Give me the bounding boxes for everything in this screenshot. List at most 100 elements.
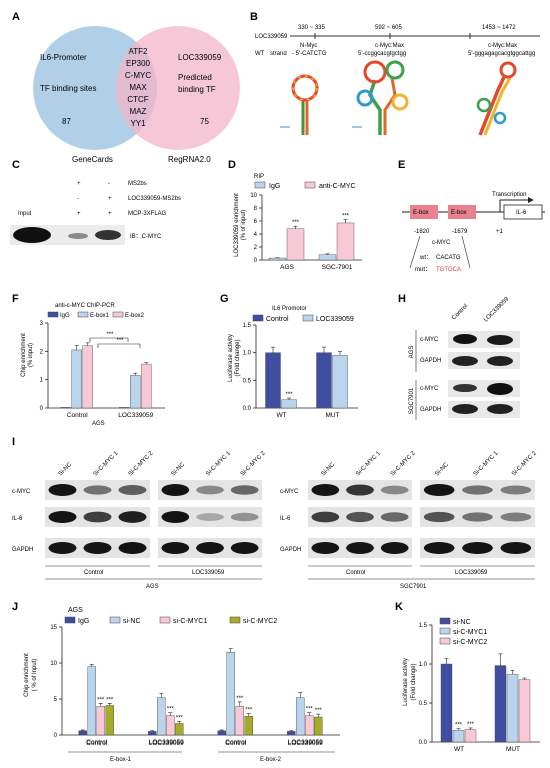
y-tick-label: 1.0 (243, 351, 252, 357)
significance-bracket (89, 337, 129, 342)
significance-label: *** (97, 697, 105, 703)
blot-i-band (462, 512, 493, 522)
blot-i-cell-label: AGS (146, 584, 159, 590)
chart-f-legend-label: E-box1 (90, 313, 110, 319)
bar (148, 731, 157, 736)
bar (464, 729, 477, 743)
blot-h-band (452, 356, 478, 366)
venn-right-title-1: LOC339059 (178, 53, 222, 62)
blot-i-row-label: IL-6 (280, 516, 291, 522)
panel-label-i: I (12, 436, 15, 448)
chart-d: RIP IgG anti-C-MYC LOC339059 enrichment … (234, 174, 362, 271)
blot-i-row-label: GAPDH (280, 547, 301, 553)
bar (332, 355, 348, 409)
motif-site-seq: 5'-ccggcacgtgctgg (358, 51, 406, 57)
blot-i-band (230, 542, 259, 554)
venn-right-title-2: Predicted (178, 73, 212, 82)
y-tick-label: 0 (40, 406, 44, 412)
blot-i-row-label: IL-6 (12, 516, 23, 522)
promoter-position: +1 (496, 229, 504, 235)
significance-bracket (97, 343, 141, 348)
blot-i-group-label: Control (346, 570, 365, 576)
chart-j-group-label: E-box-1 (110, 757, 132, 763)
blot-i-band (161, 542, 190, 554)
chart-d-legend-swatch (304, 181, 316, 189)
il6-gene-box (503, 204, 543, 220)
panel-label-k: K (395, 601, 403, 613)
chart-j: AGS IgG si-NC si-C-MYC1 si-C-MYC2 Chip e… (24, 607, 340, 763)
ebox-2 (448, 205, 476, 219)
panel-label-g: G (220, 293, 229, 305)
significance-label: *** (106, 697, 114, 703)
venn-overlap-list: ATF2 EP300 C-MYC MAX CTCF MAZ YY1 (125, 47, 151, 128)
bar (96, 706, 105, 736)
blot-h-band (452, 404, 478, 414)
blot-i-band (230, 512, 259, 522)
chart-j-legend-swatch (64, 616, 76, 624)
chart-f-title: anti-c-MYC ChIP-PCR (55, 303, 115, 309)
significance-label: *** (167, 707, 175, 713)
blot-i-band (346, 542, 374, 554)
blot-c-band (95, 230, 121, 240)
blot-i-band (48, 542, 77, 554)
il6-gene-label: IL-6 (516, 210, 527, 216)
promoter-callout-line (461, 235, 471, 269)
blot-i-band (118, 542, 147, 554)
blot-h: Control LOC339059 c-MYC GAPDH c-MYC GAPD… (409, 296, 520, 420)
y-tick-label: 5 (54, 697, 58, 703)
blot-c-input-label: Input (18, 211, 32, 217)
venn-left-title-2: TF binding sites (40, 84, 96, 93)
x-tick-label: AGS (280, 264, 294, 271)
rna-structure-2 (352, 60, 409, 135)
promoter-mut-label: mut： (415, 267, 431, 273)
blot-i-band (196, 485, 224, 495)
bar (244, 716, 253, 736)
bar (287, 731, 296, 736)
x-tick-label: Control (225, 739, 247, 746)
bar (130, 375, 141, 409)
chart-j-title: AGS (68, 607, 83, 614)
blot-i-band (230, 485, 259, 495)
y-tick-label: 6 (254, 219, 258, 225)
blot-c: + - MS2bs - + LOC339059-MS2bs Input + + … (10, 181, 181, 245)
bar (141, 363, 152, 409)
blot-i-band (83, 542, 112, 554)
x-tick-label: LOC339059 (288, 740, 323, 747)
panel-label-j: J (12, 601, 18, 613)
x-tick-label: Control (225, 740, 247, 747)
blot-c-mark: + (108, 196, 112, 202)
significance-label: *** (116, 338, 124, 344)
blot-c-band (13, 227, 51, 243)
blot-i-band (346, 511, 374, 523)
y-tick-label: 1 (40, 378, 44, 384)
venn-left-source: GeneCards (72, 155, 113, 164)
blot-h-band (487, 335, 513, 345)
blot-i-band (118, 511, 147, 523)
chart-j-legend-swatch (109, 616, 121, 624)
x-tick-label: Control (86, 739, 108, 746)
chart-d-ylabel-1: LOC339059 enrichment (234, 193, 240, 257)
blot-i: Si-NC Si-C-MYC 1 Si-C-MYC 2 Si-NC Si-C-MYC 1… (12, 450, 538, 590)
blot-i-band (118, 485, 147, 495)
venn-overlap-item: MAZ (130, 107, 147, 116)
venn-overlap-item: EP300 (126, 59, 151, 68)
y-tick-label: 3 (40, 321, 44, 327)
chart-f-legend-swatch (112, 311, 124, 318)
blot-h-band (453, 334, 477, 344)
bar (268, 257, 287, 261)
promoter-callout-line (409, 235, 421, 269)
blot-c-mark: + (77, 211, 81, 217)
bar (166, 715, 175, 736)
panel-label-c: C (12, 159, 20, 171)
venn-overlap-item: ATF2 (129, 47, 149, 56)
blot-c-mark: - (108, 181, 110, 187)
chart-k-legend-label: si-C-MYC1 (453, 629, 487, 636)
x-tick-label: Control (86, 740, 108, 747)
chart-d-legend-label: anti-C-MYC (319, 183, 356, 190)
blot-i-lane-label: Si-NC (58, 461, 74, 477)
promoter-wt-seq: CACATG (436, 255, 461, 261)
blot-c-row-label: MCP-3XFLAG (128, 211, 167, 217)
bar (281, 399, 297, 409)
bar (506, 673, 519, 743)
chart-j-ylabel-1: Chip enrichment (24, 653, 30, 697)
